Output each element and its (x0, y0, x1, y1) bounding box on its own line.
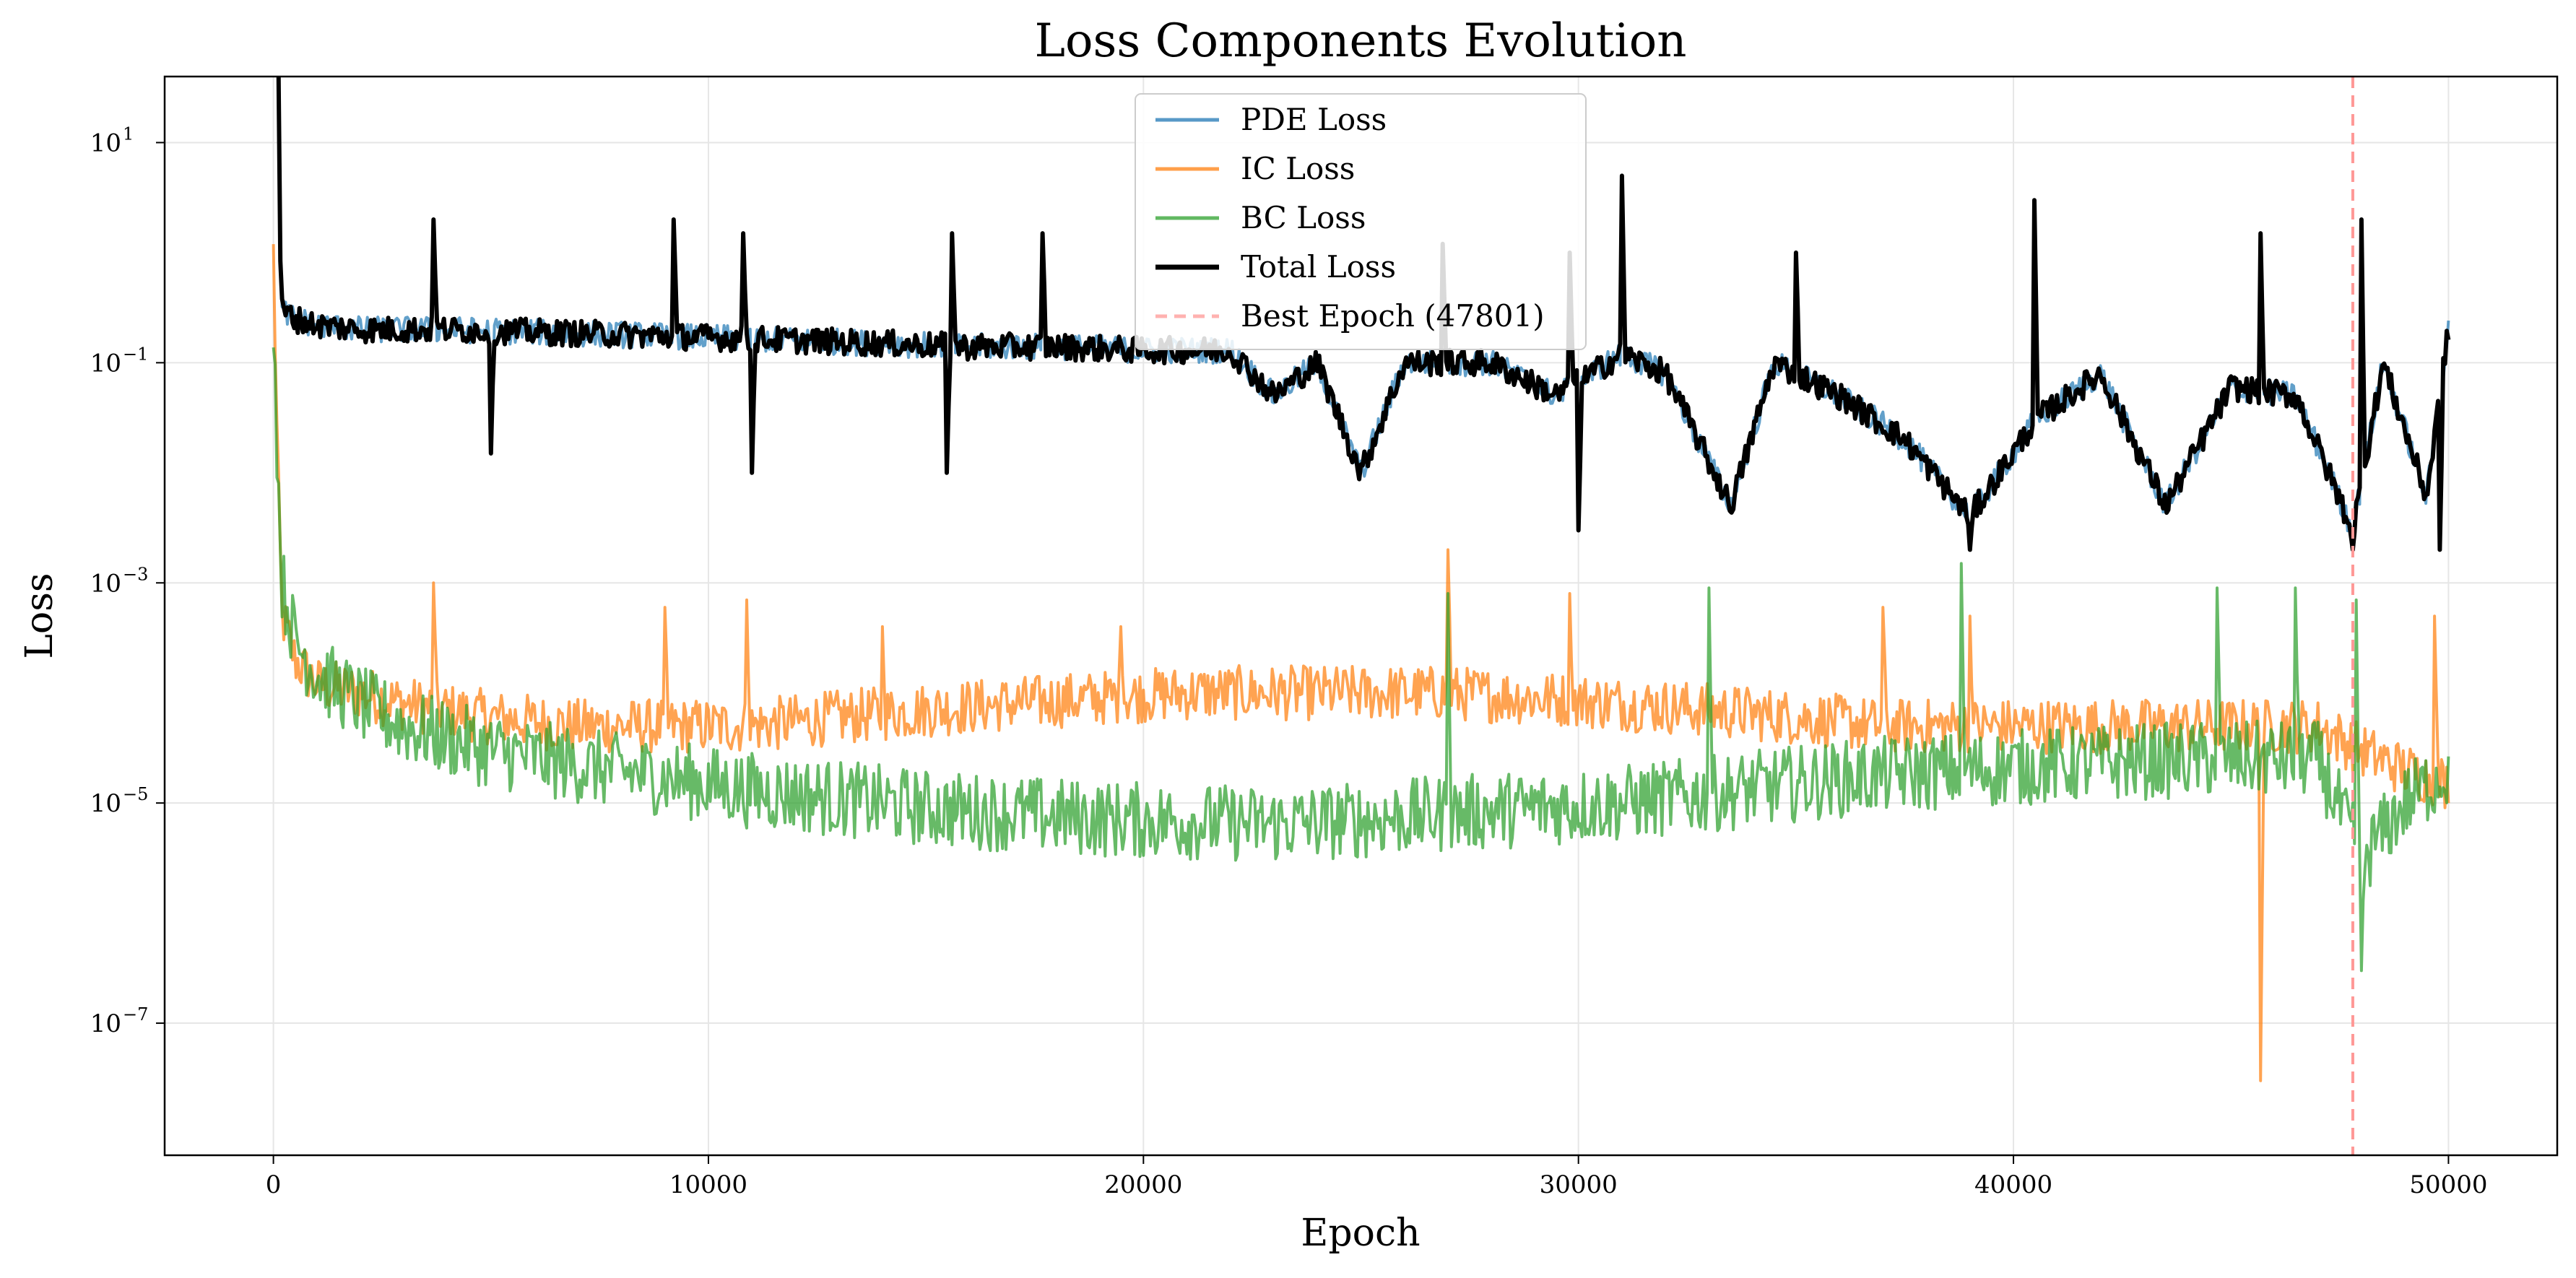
y-axis-title: Loss (18, 573, 61, 658)
y-tick-label: 10 (90, 569, 121, 598)
x-axis: 0 10000 20000 30000 40000 50000 (266, 1155, 2487, 1199)
y-tick-exponent: −3 (123, 564, 148, 584)
series-line-total-loss (276, 77, 2451, 552)
x-tick-label: 30000 (1540, 1170, 1618, 1199)
legend-label-ic: IC Loss (1241, 151, 1355, 186)
x-tick-label: 50000 (2409, 1170, 2487, 1199)
x-tick-label: 0 (266, 1170, 282, 1199)
x-tick-label: 10000 (669, 1170, 747, 1199)
y-tick-exponent: −5 (123, 784, 148, 804)
y-tick-label: 10 (90, 1009, 121, 1038)
legend-label-bc: BC Loss (1241, 200, 1366, 235)
legend-label-pde: PDE Loss (1241, 102, 1387, 137)
legend-box (1135, 93, 1587, 350)
legend-label-total: Total Loss (1241, 249, 1396, 284)
y-tick-label: 10 (90, 349, 121, 378)
y-tick-exponent: −7 (123, 1004, 148, 1025)
y-tick-label: 10 (90, 129, 121, 157)
x-axis-title: Epoch (1301, 1212, 1420, 1255)
y-tick-exponent: 1 (123, 123, 134, 144)
plot-frame (163, 75, 2559, 1157)
y-axis: 10310110−110−310−510−7 (90, 123, 165, 1038)
legend-label-best-epoch: Best Epoch (47801) (1241, 298, 1545, 334)
y-tick-label: 10 (90, 789, 121, 818)
chart-title: Loss Components Evolution (1035, 14, 1687, 68)
x-tick-label: 20000 (1104, 1170, 1182, 1199)
y-tick-exponent: −1 (123, 344, 148, 364)
legend: PDE Loss IC Loss BC Loss Total Loss Best… (1135, 93, 1587, 350)
series-line-bc-loss (272, 347, 2450, 973)
plot-series (272, 77, 2451, 1155)
x-tick-label: 40000 (1974, 1170, 2052, 1199)
